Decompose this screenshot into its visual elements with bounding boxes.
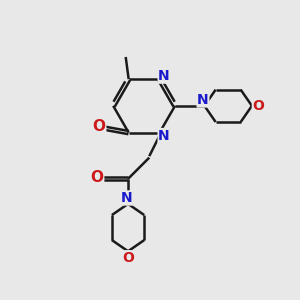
Text: O: O: [122, 251, 134, 265]
Text: O: O: [252, 99, 264, 113]
Text: N: N: [158, 129, 170, 142]
Text: N: N: [121, 191, 132, 205]
Text: O: O: [93, 119, 106, 134]
Text: N: N: [197, 93, 209, 107]
Text: N: N: [158, 69, 170, 83]
Text: O: O: [91, 170, 103, 185]
